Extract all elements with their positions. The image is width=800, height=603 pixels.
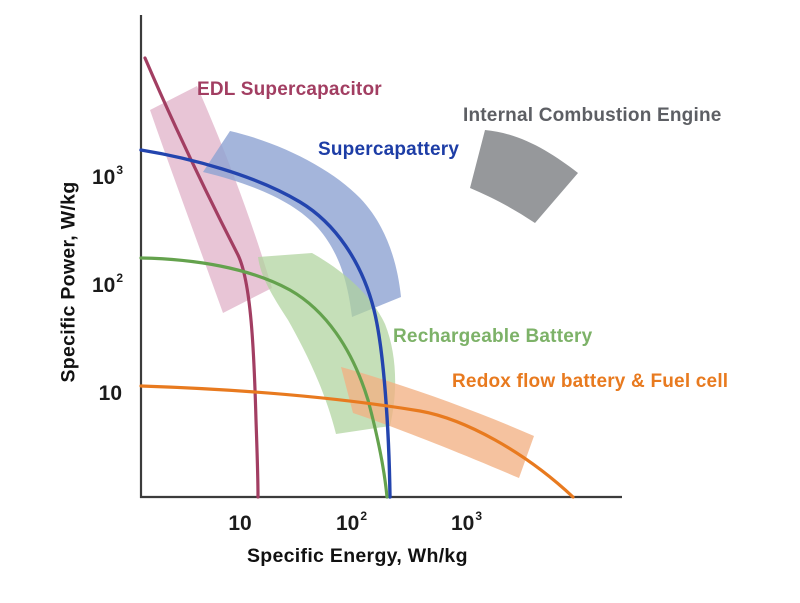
x-tick-100: 102: [335, 509, 368, 535]
redox-fuel-cell-label: Redox flow battery & Fuel cell: [452, 371, 729, 392]
supercapattery-band: [203, 131, 401, 317]
internal-combustion-engine-region: [470, 130, 578, 223]
y-tick-10: 10: [98, 382, 122, 405]
x-tick-1000: 103: [450, 509, 483, 535]
redox-fuel-cell-band: [341, 367, 534, 478]
x-tick-10: 10: [228, 512, 252, 535]
rechargeable-battery-label: Rechargeable Battery: [393, 326, 593, 347]
y-tick-1000: 103: [91, 163, 123, 189]
rechargeable-battery-curve: [139, 256, 389, 499]
redox-fuel-cell-curve: [139, 384, 575, 499]
x-axis-title: Specific Energy, Wh/kg: [247, 545, 468, 567]
edl-supercapacitor-label: EDL Supercapacitor: [197, 79, 382, 100]
supercapattery-label: Supercapattery: [318, 139, 460, 160]
edl-supercapacitor-curve: [143, 56, 260, 499]
supercapattery-curve: [139, 148, 392, 499]
y-tick-100: 102: [91, 271, 123, 297]
y-axis-title: Specific Power, W/kg: [57, 181, 80, 383]
internal-combustion-engine-label: Internal Combustion Engine: [463, 105, 722, 126]
